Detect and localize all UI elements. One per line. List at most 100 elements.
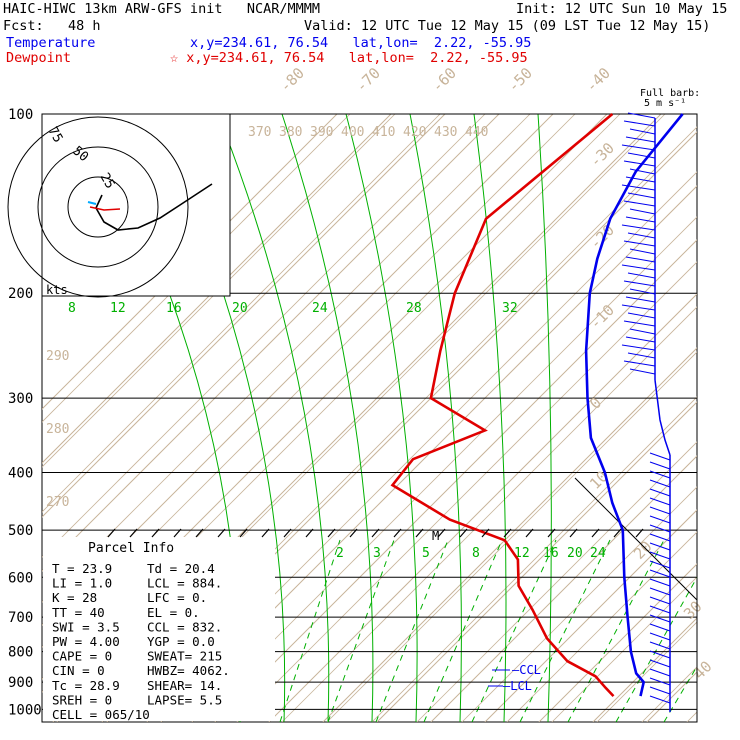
hatch-mark bbox=[569, 528, 578, 538]
dry-adiabat-line bbox=[641, 666, 697, 722]
pressure-tick-label: 100 bbox=[8, 107, 33, 123]
hodograph-ring bbox=[37, 146, 159, 268]
hodograph-ring bbox=[7, 116, 189, 298]
dry-adiabat-line bbox=[416, 441, 697, 722]
hatch-mark bbox=[217, 528, 226, 538]
wind-barb bbox=[649, 632, 671, 641]
wind-barb bbox=[629, 328, 656, 335]
parcel-info-left: SREH = 0 bbox=[52, 692, 112, 707]
hodograph-panel bbox=[41, 113, 231, 297]
hatch-mark bbox=[635, 528, 644, 538]
hatch-mark bbox=[327, 528, 336, 538]
mixing-ratio-line bbox=[615, 576, 697, 722]
header: HAIC-HIWC 13km ARW-GFS init NCAR/MMMM In… bbox=[0, 0, 740, 70]
temperature-tick-label: 40 bbox=[690, 657, 716, 683]
temperature-location: x,y=234.61, 76.54 lat,lon= 2.22, -55.95 bbox=[190, 35, 532, 51]
hatch-mark bbox=[195, 528, 204, 538]
temperature-tick-label: -40 bbox=[582, 64, 614, 96]
hatch-mark bbox=[459, 528, 468, 538]
hatch-mark bbox=[415, 528, 424, 538]
hatch-mark bbox=[613, 528, 622, 538]
moist-adiabat-line bbox=[345, 114, 418, 722]
wind-barb bbox=[649, 596, 671, 605]
moist-adiabat-line bbox=[217, 114, 330, 722]
mixing-ratio-line bbox=[375, 539, 449, 722]
mixing-ratio-label: 28 bbox=[406, 301, 422, 316]
hodograph-ring-label: 25 bbox=[97, 171, 118, 192]
hatch-mark bbox=[503, 528, 512, 538]
parcel-info-right: HWBZ= 4062. bbox=[147, 663, 230, 678]
wind-barb bbox=[627, 112, 656, 119]
wind-barb bbox=[627, 352, 656, 359]
pressure-tick-label: 600 bbox=[8, 570, 33, 586]
wind-barb bbox=[649, 605, 671, 614]
dry-adiabat-line bbox=[686, 711, 697, 722]
hatch-mark bbox=[129, 528, 138, 538]
mixing-ratio-label: 12 bbox=[110, 301, 126, 316]
temperature-legend: Temperature bbox=[6, 35, 96, 51]
isotherm-line bbox=[42, 114, 338, 410]
parcel-info-left: T = 23.9 bbox=[52, 561, 112, 576]
wind-barb bbox=[621, 224, 656, 231]
hatch-mark bbox=[547, 528, 556, 538]
wind-barb bbox=[649, 560, 671, 569]
parcel-info-left: TT = 40 bbox=[52, 605, 105, 620]
hodograph-ring bbox=[67, 176, 129, 238]
hodograph-low-level bbox=[87, 201, 97, 205]
parcel-info-left: K = 28 bbox=[52, 590, 97, 605]
moist-adiabat-line bbox=[409, 114, 462, 722]
diagram-boundary bbox=[574, 477, 698, 722]
dry-adiabat-line bbox=[371, 396, 697, 722]
wind-barb bbox=[649, 623, 671, 632]
mixing-ratio-label: 16 bbox=[543, 546, 559, 561]
parcel-info-title: Parcel Info bbox=[88, 541, 174, 556]
wind-barb bbox=[627, 232, 656, 239]
mixing-ratio-line bbox=[471, 539, 557, 722]
dry-adiabat-line bbox=[42, 114, 351, 423]
hatch-mark bbox=[283, 528, 292, 538]
theta-tick-label: 370 bbox=[248, 125, 271, 140]
isotherm-line bbox=[538, 563, 697, 722]
wind-barb bbox=[649, 515, 671, 524]
forecast-hour: Fcst: 48 h bbox=[3, 18, 101, 34]
mixing-ratio-label: 3 bbox=[373, 546, 381, 561]
wind-barb bbox=[649, 479, 671, 488]
wind-barb bbox=[649, 641, 671, 650]
parcel-info-right: SHEAR= 14. bbox=[147, 678, 222, 693]
wind-barb bbox=[625, 176, 656, 183]
wind-barb bbox=[623, 200, 656, 207]
wind-barb bbox=[625, 136, 656, 143]
dry-adiabat-line bbox=[191, 216, 697, 722]
mixing-ratio-label: 24 bbox=[590, 546, 606, 561]
mixing-ratio-label: 2 bbox=[336, 546, 344, 561]
isotherm-line bbox=[484, 509, 697, 722]
parcel-info-right: YGP = 0.0 bbox=[147, 634, 215, 649]
parcel-info-left: CIN = 0 bbox=[52, 663, 105, 678]
wind-barb bbox=[649, 488, 671, 497]
parcel-info-right: Td = 20.4 bbox=[147, 561, 215, 576]
dry-adiabat-line bbox=[236, 261, 697, 722]
isotherm-line bbox=[42, 114, 500, 572]
mixing-ratio-line bbox=[663, 665, 697, 722]
wind-barb bbox=[649, 650, 671, 659]
ccl-label: —CCL bbox=[512, 663, 541, 677]
wind-barb bbox=[649, 587, 671, 596]
theta-side-label: 290 bbox=[46, 349, 69, 364]
title: HAIC-HIWC 13km ARW-GFS init NCAR/MMMM bbox=[3, 1, 320, 17]
wind-barb bbox=[623, 360, 656, 367]
theta-tick-label: 430 bbox=[434, 125, 457, 140]
theta-tick-label: 400 bbox=[341, 125, 364, 140]
wind-barb bbox=[629, 168, 656, 175]
wind-barb bbox=[625, 256, 656, 263]
dry-adiabat-line bbox=[551, 576, 697, 722]
sounding-layer bbox=[390, 112, 684, 697]
wind-barb bbox=[623, 120, 656, 127]
wind-barb bbox=[625, 216, 656, 223]
wind-barb bbox=[649, 542, 671, 551]
moist-adiabat-line bbox=[537, 114, 552, 722]
wind-barb bbox=[649, 614, 671, 623]
dewpoint-line bbox=[390, 112, 615, 697]
parcel-info-panel bbox=[43, 537, 275, 721]
dry-adiabat-line bbox=[506, 531, 697, 722]
mixing-ratio-line bbox=[519, 539, 611, 722]
